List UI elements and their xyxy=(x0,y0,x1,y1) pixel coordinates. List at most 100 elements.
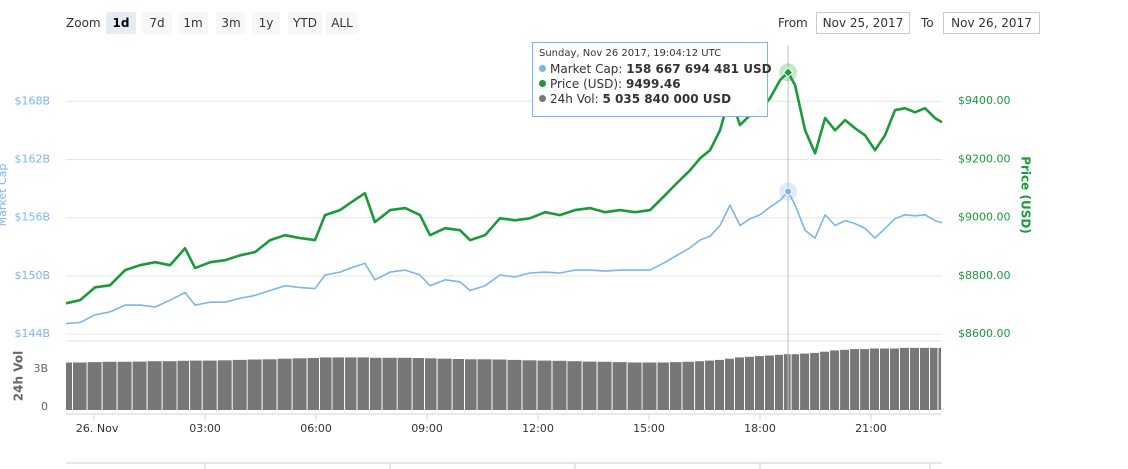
tooltip-label: Market Cap: xyxy=(550,62,623,76)
tooltip-time: Sunday, Nov 26 2017, 19:04:12 UTC xyxy=(539,48,722,59)
x-tick-label: 26. Nov xyxy=(76,422,119,435)
volume-bar xyxy=(567,361,582,410)
tooltip-value: 9499.46 xyxy=(625,77,681,91)
volume-bar xyxy=(552,360,567,410)
volume-bar xyxy=(412,358,424,410)
volume-bar xyxy=(642,362,657,410)
volume-bar xyxy=(800,353,810,410)
volume-bar xyxy=(597,361,612,410)
vol-tick-label: 3B xyxy=(33,362,48,375)
volume-bar xyxy=(830,350,840,410)
volume-bar xyxy=(920,347,929,410)
tooltip: Sunday, Nov 26 2017, 19:04:12 UTC Market… xyxy=(532,42,772,117)
volume-bar xyxy=(715,359,724,410)
y-tick-label: $156B xyxy=(14,211,50,224)
volume-bar xyxy=(202,360,217,410)
volume-bar xyxy=(705,360,715,410)
volume-bar xyxy=(745,356,754,411)
volume-bar xyxy=(397,357,412,410)
volume-bar xyxy=(382,357,397,410)
volume-bar xyxy=(477,359,492,410)
volume-bar xyxy=(147,361,162,410)
volume-bar xyxy=(492,359,507,410)
volume-bar xyxy=(890,348,899,410)
hover-point xyxy=(782,67,794,78)
volume-bar xyxy=(810,352,820,410)
tooltip-dot xyxy=(539,80,546,87)
volume-bar xyxy=(850,349,860,410)
volume-bar xyxy=(262,359,277,410)
series-line xyxy=(65,190,943,325)
volume-bar xyxy=(840,349,850,410)
volume-bar xyxy=(232,359,247,410)
hover-point xyxy=(784,187,793,196)
to-input[interactable]: Nov 26, 2017 xyxy=(943,12,1040,34)
volume-bar xyxy=(162,361,177,410)
volume-bar xyxy=(332,357,345,410)
volume-bar xyxy=(820,351,830,410)
x-tick-label: 12:00 xyxy=(522,422,554,435)
y-axis-title: Market Cap xyxy=(0,164,9,227)
volume-bar xyxy=(900,347,909,410)
volume-bar xyxy=(73,362,87,410)
volume-bar xyxy=(537,360,552,410)
volume-bar xyxy=(612,362,627,410)
tooltip-dot xyxy=(539,65,546,72)
volume-bar xyxy=(784,354,791,410)
volume-bar xyxy=(765,355,774,410)
from-label: From xyxy=(778,16,808,30)
x-tick-label: 06:00 xyxy=(300,422,332,435)
volume-bar xyxy=(345,357,357,410)
volume-bar xyxy=(465,359,477,410)
volume-bar xyxy=(190,360,202,410)
volume-bar xyxy=(938,347,941,410)
volume-bar xyxy=(369,357,382,410)
zoom-button[interactable]: 7d xyxy=(142,12,172,34)
volume-bar xyxy=(132,361,147,410)
x-tick-label: 18:00 xyxy=(744,422,776,435)
y2-tick-label: $9000.00 xyxy=(958,211,1011,224)
tooltip-row: Price (USD): 9499.46 xyxy=(539,77,761,92)
volume-bar xyxy=(870,348,879,410)
zoom-button[interactable]: YTD xyxy=(288,12,322,34)
y2-axis-title: Price (USD) xyxy=(1019,156,1033,234)
zoom-label: Zoom xyxy=(66,16,101,30)
y-tick-label: $162B xyxy=(14,153,50,166)
tooltip-row: Market Cap: 158 667 694 481 USD xyxy=(539,62,772,77)
volume-bar xyxy=(117,361,132,410)
series-line xyxy=(65,71,943,305)
volume-bar xyxy=(437,358,452,410)
y-tick-label: $144B xyxy=(14,327,50,340)
x-tick-label: 09:00 xyxy=(411,422,443,435)
tooltip-label: Price (USD): xyxy=(550,77,623,91)
volume-bar xyxy=(425,358,437,410)
volume-bar xyxy=(177,360,190,410)
zoom-button[interactable]: 1d xyxy=(106,12,136,34)
from-input[interactable]: Nov 25, 2017 xyxy=(816,12,910,34)
volume-bar xyxy=(102,361,117,410)
volume-bar xyxy=(277,358,292,410)
y2-tick-label: $8800.00 xyxy=(958,269,1011,282)
volume-bar xyxy=(627,362,642,410)
zoom-button[interactable]: 1y xyxy=(252,12,280,34)
volume-bar xyxy=(669,362,682,410)
zoom-button[interactable]: 3m xyxy=(216,12,246,34)
volume-bar xyxy=(725,358,734,410)
y-tick-label: $168B xyxy=(14,94,50,107)
volume-bar xyxy=(522,360,537,410)
volume-bar xyxy=(910,347,919,410)
volume-bar xyxy=(860,349,870,410)
volume-bar xyxy=(66,362,72,410)
zoom-button[interactable]: 1m xyxy=(178,12,208,34)
volume-bar xyxy=(307,358,319,410)
volume-bar xyxy=(657,362,669,410)
zoom-button[interactable]: ALL xyxy=(326,12,358,34)
y2-tick-label: $8600.00 xyxy=(958,327,1011,340)
volume-bar xyxy=(755,356,764,410)
vol-tick-label: 0 xyxy=(41,400,48,413)
x-tick-label: 03:00 xyxy=(189,422,221,435)
vol-axis-title: 24h Vol xyxy=(12,351,26,401)
volume-bar xyxy=(791,354,800,410)
